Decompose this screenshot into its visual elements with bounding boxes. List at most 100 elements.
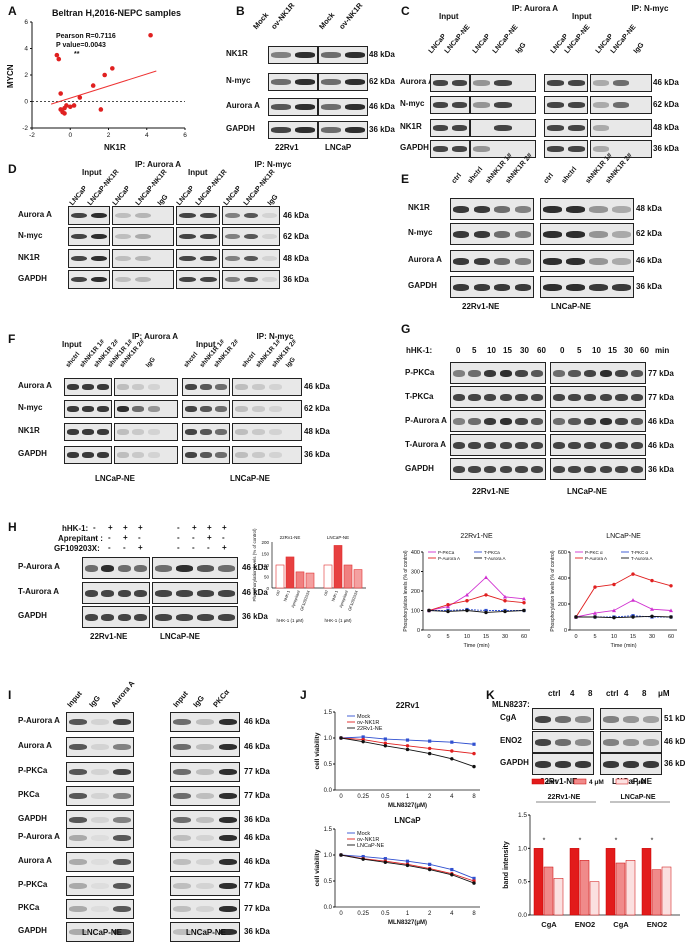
y-tick-label: 150: [261, 552, 269, 557]
blot-band: [268, 384, 283, 390]
c-group-label: Input: [439, 12, 459, 21]
blot-band: [268, 452, 283, 458]
f-row-label: NK1R: [18, 426, 40, 435]
blot-band: [117, 613, 131, 621]
f-kda: 48 kDa: [304, 427, 330, 436]
g-kda: 46 kDa: [648, 441, 674, 450]
blot-band: [176, 564, 193, 572]
k-drug-label: MLN8237:: [492, 700, 530, 709]
blot-band: [530, 441, 544, 449]
blot-band: [453, 283, 470, 291]
pearson-r: Pearson R=0.7116: [56, 33, 116, 40]
blot-band: [593, 80, 609, 86]
blot-band: [575, 760, 591, 768]
blot-band: [295, 52, 315, 58]
blot-band: [262, 276, 278, 283]
group-label: 22Rv1-NE: [280, 535, 301, 540]
k-lane-label: 8: [642, 689, 647, 698]
g-kda: 77 kDa: [648, 369, 674, 378]
blot-band: [117, 564, 131, 572]
y-tick-label: 0: [564, 628, 567, 634]
blot-band: [575, 738, 591, 746]
chart-title: 22Rv1: [396, 701, 420, 710]
blot-band: [113, 792, 131, 800]
scatter-title: Beltran H,2016-NEPC samples: [52, 8, 182, 18]
data-point: [383, 860, 388, 864]
h-row-label: T-Aurora A: [18, 587, 60, 596]
blot-band: [547, 80, 564, 86]
g-time-label: 60: [640, 346, 649, 355]
f-blot: [232, 446, 302, 464]
d-kda: 62 kDa: [283, 232, 309, 241]
c-blot: [590, 119, 652, 137]
blot-band: [543, 283, 562, 291]
blot-band: [494, 257, 511, 265]
c-row-label: NK1R: [400, 122, 422, 131]
blot-band: [195, 792, 215, 800]
data-point: [472, 751, 476, 756]
b-row-label: NK1R: [226, 49, 248, 58]
legend-label: T-Aurora A: [631, 556, 653, 561]
c-blot: [544, 140, 588, 158]
blot-band: [568, 441, 581, 449]
c-kda: 46 kDa: [653, 78, 679, 87]
data-point: [484, 593, 488, 597]
y-tick-label: 0.5: [324, 879, 333, 885]
blot-band: [200, 212, 217, 219]
h-sign: -: [207, 543, 210, 552]
scatter-point: [58, 91, 63, 96]
blot-band: [552, 441, 566, 449]
blot-band: [613, 102, 629, 108]
blot-band: [494, 125, 512, 131]
legend-label: ctrl: [547, 779, 557, 786]
i-blot: [170, 876, 240, 896]
i-lane-label: Aurora A: [109, 678, 137, 709]
e-lane-label: shctrl: [560, 165, 579, 185]
data-point: [450, 873, 454, 877]
data-point: [446, 604, 450, 609]
data-point: [484, 608, 488, 613]
f-cell-label: LNCaP-NE: [230, 474, 271, 483]
category-label: ctrl: [322, 590, 329, 597]
c-blot: [430, 140, 470, 158]
data-point: [446, 602, 450, 607]
i-blot: [170, 737, 240, 757]
bar: [651, 869, 662, 916]
c-blot: [470, 74, 536, 92]
blot-band: [530, 417, 544, 425]
blot-band: [603, 715, 619, 723]
b-lane-label: ov-NK1R: [269, 0, 297, 31]
blot-band: [91, 743, 109, 751]
blot-band: [115, 233, 131, 240]
g-row-label: T-PKCa: [405, 392, 434, 401]
blot-band: [599, 441, 613, 449]
b-blot: [318, 46, 368, 64]
blot-band: [568, 417, 581, 425]
sig-mark: *: [615, 837, 618, 844]
k-blot: [532, 753, 594, 775]
blot-band: [134, 613, 148, 621]
blot-band: [69, 834, 87, 842]
data-point: [427, 867, 432, 872]
blot-band: [494, 283, 511, 291]
blot-band: [234, 384, 249, 390]
blot-band: [566, 205, 585, 213]
k-blot: [600, 731, 662, 753]
blot-band: [91, 928, 109, 936]
c-blot: [430, 74, 470, 92]
x-tick-label: 2: [428, 911, 432, 917]
blot-band: [218, 613, 235, 621]
k-unit: μM: [658, 689, 670, 698]
blot-band: [251, 406, 266, 412]
blot-band: [473, 102, 491, 108]
b-cell-label: LNCaP: [325, 143, 352, 152]
f-blot: [114, 446, 178, 464]
blot-band: [147, 452, 160, 458]
data-point: [450, 867, 454, 872]
sig-stars: **: [74, 51, 80, 58]
bar: [343, 564, 353, 589]
blot-band: [97, 406, 110, 412]
bar: [295, 571, 305, 589]
c-row-label: GAPDH: [400, 143, 429, 152]
i-lane-label: PKCα: [211, 687, 232, 709]
